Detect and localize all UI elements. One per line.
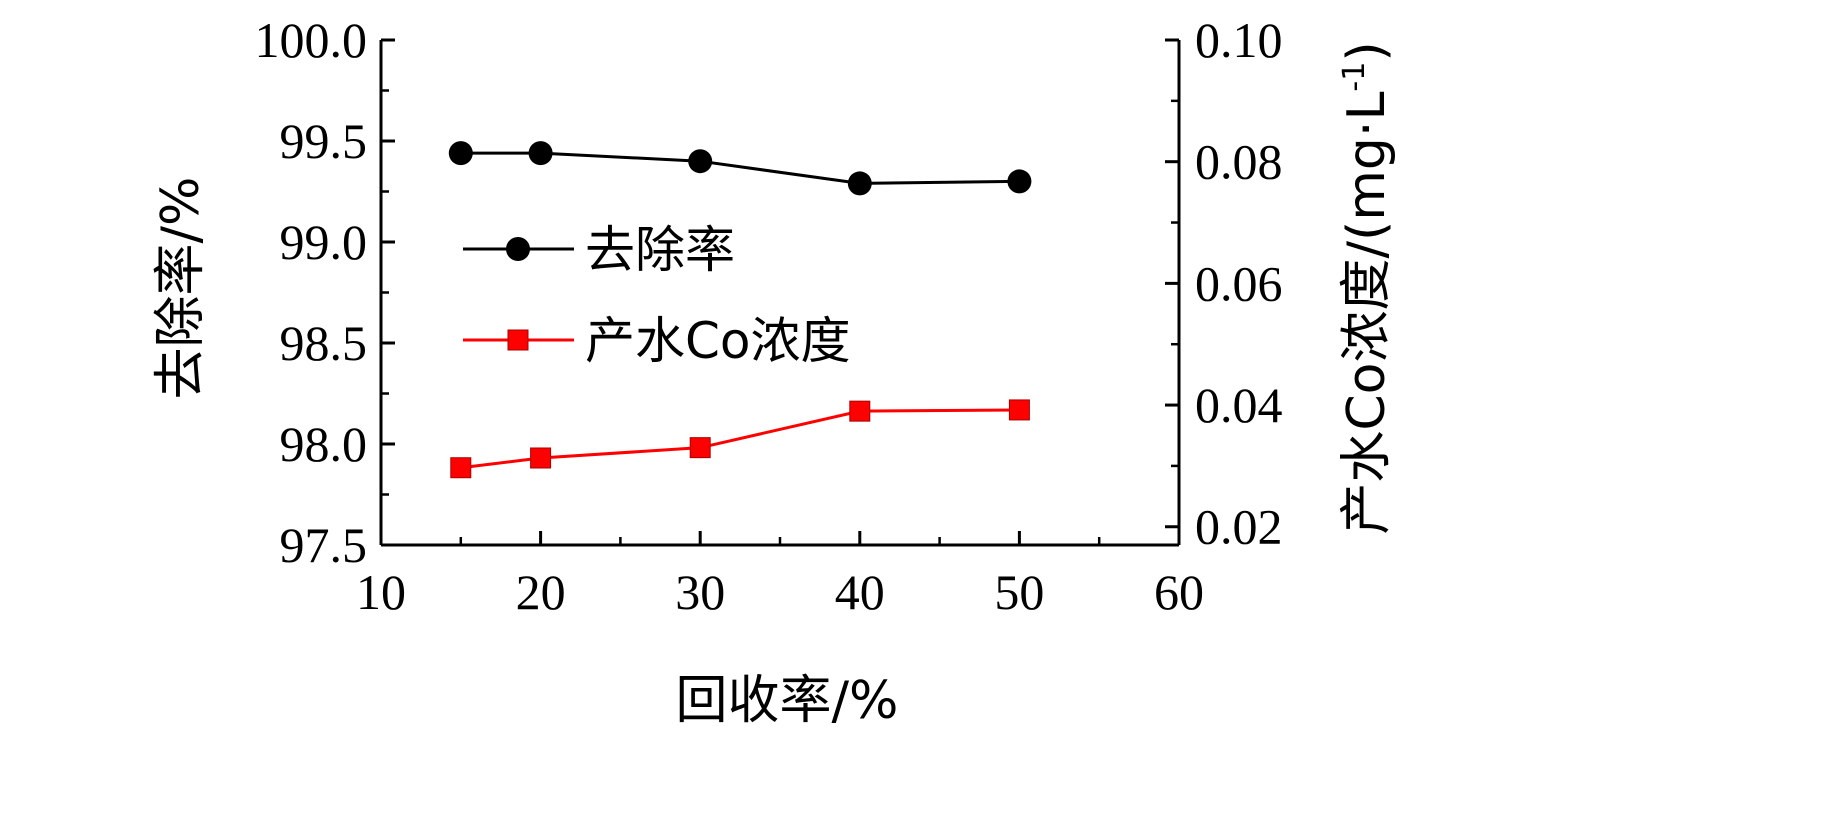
x-tick-label: 10 (356, 564, 406, 620)
y-right-tick-label: 0.04 (1195, 377, 1283, 433)
y-right-tick-label: 0.02 (1195, 499, 1283, 555)
data-point-co-concentration (849, 400, 871, 422)
y-axis-right-title: 产水Co浓度/(mg·L-1) (1337, 41, 1397, 534)
y-left-tick-label: 99.0 (280, 214, 368, 270)
y-left-tick-label: 98.0 (280, 416, 368, 472)
y-right-tick-label: 0.06 (1195, 255, 1283, 311)
y-left-tick-label: 100.0 (255, 12, 368, 68)
y-left-tick-label: 98.5 (280, 315, 368, 371)
x-tick-label: 40 (835, 564, 885, 620)
y-axis-right-title-main: 产水Co浓度/(mg·L (1337, 92, 1397, 535)
y-right-tick-label: 0.10 (1195, 12, 1283, 68)
data-point-co-concentration (1008, 399, 1030, 421)
y-right-tick-label: 0.08 (1195, 134, 1283, 190)
y-left-tick-label: 97.5 (280, 517, 368, 573)
x-tick-label: 50 (994, 564, 1044, 620)
data-point-removal-rate (688, 149, 713, 174)
data-point-co-concentration (450, 457, 472, 479)
data-point-co-concentration (689, 437, 711, 459)
x-tick-label: 60 (1154, 564, 1204, 620)
y-axis-right-title-close: ) (1337, 41, 1397, 61)
data-point-removal-rate (448, 141, 473, 166)
legend-marker-circle (506, 237, 530, 261)
chart-axes (379, 40, 1181, 547)
legend-label-1: 去除率 (585, 221, 735, 279)
legend-label-2: 产水Co浓度 (585, 312, 851, 370)
x-tick-label: 20 (516, 564, 566, 620)
data-point-co-concentration (530, 447, 552, 469)
chart-ticks: 10 20 30 40 50 60 97.5 98.0 98.5 99.0 99.5 100.0 0.0… (255, 12, 1283, 620)
y-axis-left-title: 去除率/% (151, 177, 211, 400)
x-axis-title: 回收率/% (676, 671, 899, 731)
y-axis-right-title-sup: -1 (1337, 62, 1372, 92)
data-point-removal-rate (528, 141, 553, 166)
chart-series (448, 141, 1032, 479)
legend-marker-square (507, 329, 529, 351)
x-tick-label: 30 (675, 564, 725, 620)
data-point-removal-rate (1007, 169, 1032, 194)
data-point-removal-rate (847, 171, 872, 196)
y-left-tick-label: 99.5 (280, 113, 368, 169)
